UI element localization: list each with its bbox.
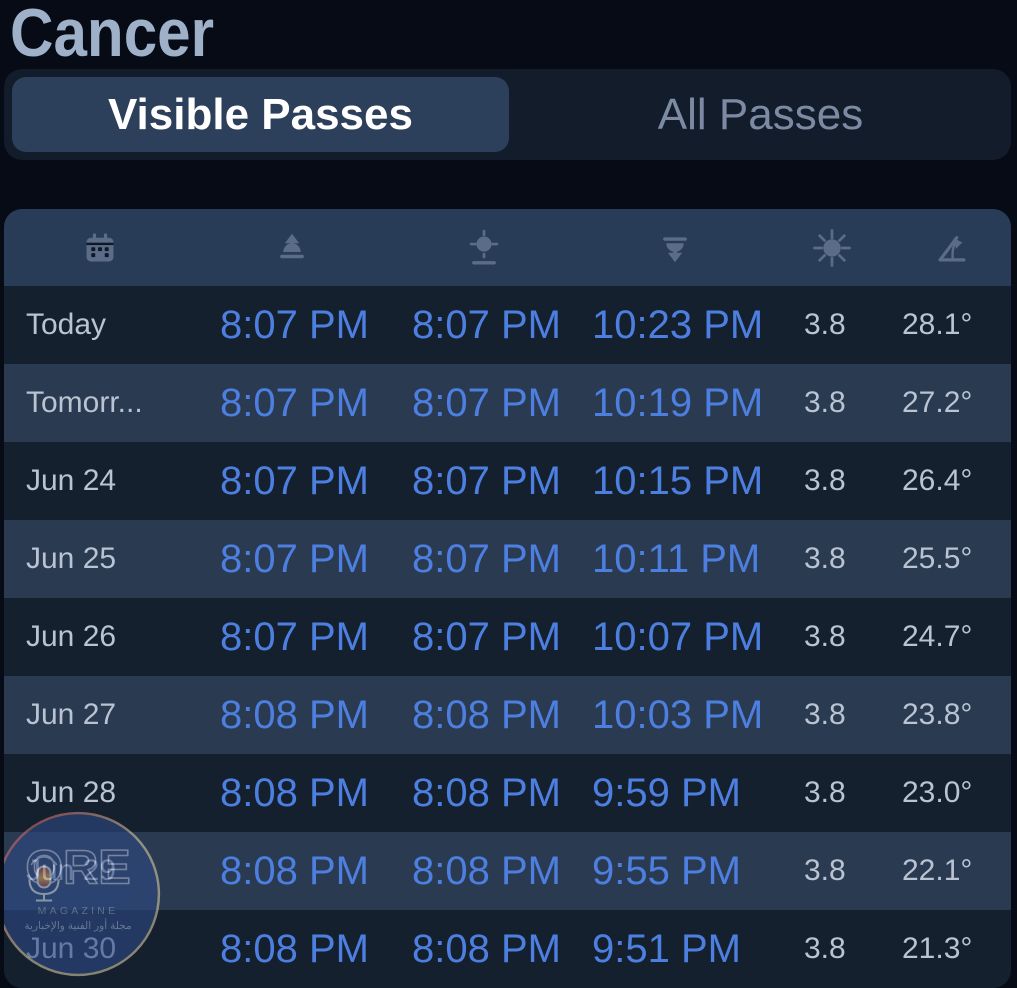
svg-text:مجلة أور الفنية والإخبارية: مجلة أور الفنية والإخبارية <box>24 918 132 932</box>
svg-text:MAGAZINE: MAGAZINE <box>38 905 119 917</box>
